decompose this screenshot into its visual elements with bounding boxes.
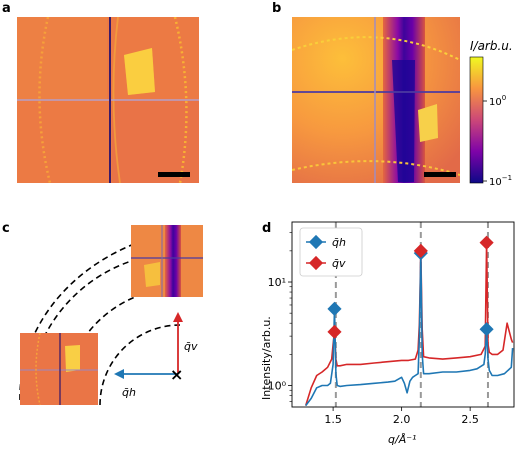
- data-marker: [479, 235, 494, 250]
- data-marker: [327, 301, 342, 316]
- arc-outer: [19, 227, 206, 401]
- data-marker: [479, 322, 494, 337]
- qh-label: q̄h: [122, 386, 136, 399]
- colorbar: I/arb.u. 100 10−1: [469, 39, 513, 188]
- data-marker: [413, 243, 428, 258]
- data-marker: [327, 324, 342, 339]
- panel-label-b: b: [272, 1, 281, 16]
- x-axis-label: q/Å⁻¹: [388, 433, 416, 446]
- x-tick-label: 2.0: [393, 413, 411, 426]
- detector-image-b: [292, 17, 460, 183]
- inset-horizontal-image: [20, 332, 98, 406]
- chart-axis-ticks: 1.5 2.0 2.5 10⁰ 10¹: [268, 232, 479, 426]
- colorbar-tick-0: 10−1: [489, 174, 512, 188]
- chart-legend: q̄h q̄v: [299, 227, 363, 277]
- geometry-schematic: × q̄v q̄h: [19, 225, 206, 406]
- x-tick-label: 1.5: [324, 413, 342, 426]
- y-axis-label: Intensity/arb.u.: [260, 316, 273, 400]
- legend-entry-qv: q̄v: [332, 257, 346, 270]
- arc-3: [99, 324, 181, 406]
- origin-cross: ×: [170, 365, 183, 384]
- colorbar-title: I/arb.u.: [470, 39, 513, 53]
- y-tick-label: 10⁰: [268, 380, 287, 393]
- y-tick-label: 10¹: [268, 276, 286, 289]
- colorbar-tick-1: 100: [489, 94, 506, 108]
- panel-label-d: d: [262, 221, 271, 236]
- detector-image-a: [17, 17, 199, 183]
- qv-label: q̄v: [184, 340, 198, 353]
- inset-vertical-image: [131, 225, 203, 297]
- panel-label-a: a: [2, 1, 11, 16]
- legend-entry-qh: q̄h: [332, 236, 346, 249]
- chart-frame: [291, 221, 515, 408]
- panel-label-c: c: [2, 221, 10, 236]
- series-markers: [327, 235, 494, 339]
- x-tick-label: 2.5: [461, 413, 479, 426]
